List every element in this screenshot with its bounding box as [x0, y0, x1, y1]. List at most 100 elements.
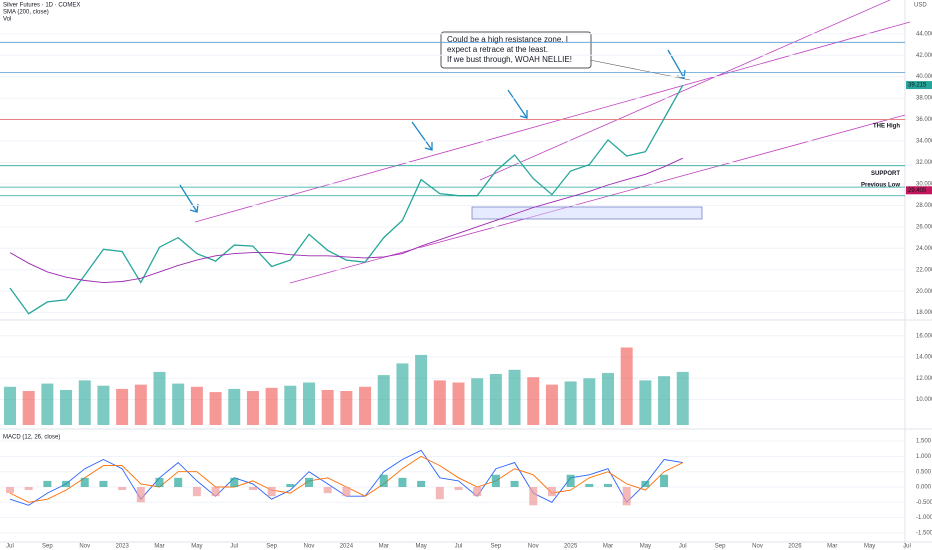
- volume-bar: [620, 347, 633, 425]
- volume-bar: [415, 354, 428, 425]
- volume-bar: [228, 388, 241, 425]
- volume-bar: [508, 369, 521, 425]
- histogram-bar: [473, 487, 482, 497]
- volume-bar: [340, 391, 353, 425]
- volume-bar: [359, 386, 372, 425]
- level-note: THE High: [873, 124, 900, 130]
- histogram-bar: [660, 474, 669, 487]
- y-tick-label: 38.000: [916, 96, 932, 102]
- chart-title: Silver Futures · 1D · COMEX: [3, 3, 80, 9]
- volume-bar: [22, 391, 35, 425]
- y-tick-label: 32.000: [916, 160, 932, 166]
- arrows: [179, 49, 691, 213]
- x-tick-label: May: [415, 544, 426, 550]
- y-tick-label: 10.000: [916, 397, 932, 403]
- x-tick-label: Mar: [154, 544, 164, 550]
- histogram-bar: [286, 483, 295, 487]
- series-line: [9, 84, 684, 315]
- y-tick-label: 36.000: [916, 117, 932, 123]
- histogram-bar: [6, 487, 14, 494]
- y-tick-label: -1.500: [916, 530, 932, 536]
- y-tick-label: 14.000: [916, 355, 932, 361]
- annotation-line: expect a retrace at the least.: [447, 45, 548, 54]
- y-tick-label: 40.000: [916, 74, 932, 80]
- histogram-bar: [622, 487, 631, 506]
- x-tick-label: May: [864, 544, 875, 550]
- volume-bar: [190, 386, 203, 425]
- histogram-bar: [379, 474, 388, 487]
- histogram-bar: [566, 474, 575, 487]
- price-tag: [906, 81, 932, 90]
- x-tick-label: May: [640, 544, 651, 550]
- legend-vol: Vol: [3, 17, 11, 23]
- x-tick-label: Jul: [230, 544, 238, 550]
- y-tick-label: 28.000: [916, 203, 932, 209]
- histogram-bar: [454, 487, 463, 491]
- legend-sma: SMA (200, close): [3, 10, 49, 16]
- arrow: [179, 184, 199, 213]
- y-tick-label: 34.000: [916, 139, 932, 145]
- volume-bar: [209, 392, 222, 425]
- y-tick-label: 0.500: [916, 469, 932, 475]
- histogram-bar: [192, 487, 201, 497]
- currency: USD: [914, 3, 927, 9]
- x-tick-label: Sep: [266, 544, 277, 550]
- volume-bar: [396, 363, 409, 425]
- annotation-line: If we bust through, WOAH NELLIE!: [447, 55, 572, 64]
- histogram-bar: [62, 480, 71, 487]
- histogram-bar: [435, 487, 444, 500]
- y-tick-label: 42.000: [916, 53, 932, 59]
- histogram-bar: [248, 487, 257, 491]
- arrow: [507, 89, 528, 119]
- series-line: [9, 157, 683, 284]
- histogram-bar: [417, 480, 426, 487]
- volume-bar: [489, 374, 502, 425]
- volume-bar: [41, 383, 54, 425]
- histogram-bar: [43, 480, 52, 487]
- histogram-bar: [267, 487, 276, 497]
- annotation-box: [440, 31, 592, 69]
- y-tick-label: 22.000: [916, 267, 932, 273]
- y-tick-label: 1.000: [916, 454, 932, 460]
- histogram-bar: [547, 487, 556, 497]
- x-tick-label: Nov: [304, 544, 315, 550]
- x-tick-label: Jul: [6, 544, 14, 550]
- histogram-bar: [641, 480, 650, 487]
- x-tick-label: May: [191, 544, 202, 550]
- histogram-bar: [136, 487, 145, 503]
- histogram-bar: [529, 487, 538, 506]
- x-tick-label: 2026: [788, 544, 802, 550]
- y-tick-label: 1.500: [916, 439, 932, 445]
- y-tick-label: -0.500: [916, 500, 932, 506]
- x-tick-label: Sep: [42, 544, 53, 550]
- y-tick-label: 26.000: [916, 224, 932, 230]
- level-note: Previous Low: [861, 183, 900, 189]
- annotation-line: Could be a high resistance zone. I: [447, 35, 568, 44]
- y-tick-label: 18.000: [916, 310, 932, 316]
- x-tick-label: 2023: [115, 544, 129, 550]
- x-tick-label: Nov: [528, 544, 539, 550]
- y-tick-label: 30.000: [916, 181, 932, 187]
- volume-bar: [97, 385, 110, 425]
- volume-bar: [545, 384, 558, 425]
- trend-line: [479, 0, 891, 181]
- x-tick-label: Jul: [679, 544, 687, 550]
- x-tick-label: 2025: [564, 544, 578, 550]
- histogram-bar: [510, 480, 519, 487]
- y-tick-label: 0.000: [916, 485, 932, 491]
- histogram-bar: [99, 480, 108, 487]
- volume-bar: [471, 378, 484, 425]
- x-tick-label: Mar: [603, 544, 613, 550]
- volume-bar: [602, 372, 614, 425]
- volume-bar: [116, 388, 129, 425]
- volume-bar: [564, 381, 577, 425]
- volume-bar: [246, 391, 259, 425]
- price-tag: [906, 186, 932, 195]
- price-tag-label: 29.405: [908, 188, 927, 194]
- arrow: [411, 121, 433, 151]
- histogram-bar: [604, 483, 612, 487]
- volume-bar: [78, 380, 91, 425]
- zone: [471, 206, 703, 220]
